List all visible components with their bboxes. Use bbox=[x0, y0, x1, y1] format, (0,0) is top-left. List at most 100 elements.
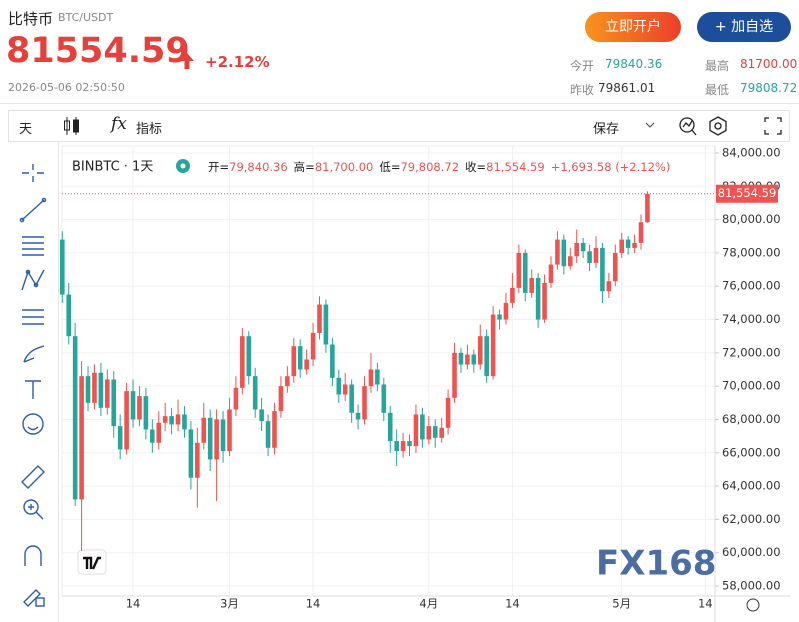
candle-body bbox=[252, 376, 258, 410]
candle-body bbox=[510, 287, 515, 303]
candle-body bbox=[310, 332, 316, 360]
ohlc-legend: 开=79,840.36 高=81,700.00 低=79,808.72 收=81,55… bbox=[208, 160, 670, 174]
candle-body bbox=[349, 384, 354, 413]
candle-body bbox=[156, 422, 162, 443]
candle-body bbox=[220, 419, 226, 452]
legend-key: 高= bbox=[294, 160, 315, 174]
watchlist-button[interactable]: + 加自选 bbox=[697, 12, 791, 42]
candle-body bbox=[240, 336, 245, 388]
candle-body bbox=[375, 369, 380, 385]
stat-label: 最低 bbox=[705, 83, 730, 97]
toolbar-icons bbox=[679, 116, 782, 136]
x-tick-label: 4月 bbox=[419, 597, 438, 611]
change: +2.12% bbox=[205, 53, 270, 71]
candle-body bbox=[458, 352, 464, 365]
legend-key: 收= bbox=[465, 160, 486, 174]
stat-label: 昨收 bbox=[570, 83, 595, 97]
candle-body bbox=[265, 421, 271, 448]
stat-value: 79808.72 bbox=[740, 81, 798, 95]
indicators-button[interactable]: 指标 bbox=[136, 122, 163, 137]
candle-body bbox=[79, 376, 84, 500]
candle-body bbox=[323, 304, 329, 345]
legend-key: 低= bbox=[379, 160, 400, 174]
open-account-button[interactable]: 立即开户 bbox=[585, 12, 681, 42]
legend-value: 81,554.59 bbox=[486, 160, 545, 174]
y-tick-label: 64,000.00 bbox=[722, 479, 781, 493]
candle-body bbox=[638, 222, 644, 243]
tv-logo-mark bbox=[83, 556, 101, 570]
candle-body bbox=[259, 409, 264, 422]
candle-body bbox=[465, 354, 470, 365]
time: 2026-05-06 02:50:50 bbox=[8, 81, 125, 94]
up-arrow bbox=[180, 53, 194, 69]
candle-body bbox=[432, 426, 438, 438]
y-tick-label: 66,000.00 bbox=[722, 445, 781, 459]
candles bbox=[60, 191, 650, 552]
fx-icon[interactable]: fx bbox=[111, 114, 127, 134]
candle-body bbox=[124, 391, 129, 450]
candle-body bbox=[606, 281, 612, 292]
candle-body bbox=[407, 441, 412, 447]
candle-body bbox=[162, 416, 168, 423]
candle-body bbox=[92, 372, 97, 403]
candle-body bbox=[317, 304, 322, 333]
candle-body bbox=[342, 384, 348, 395]
candle-body bbox=[580, 242, 586, 252]
candle-body bbox=[188, 429, 194, 478]
candle-body bbox=[117, 426, 123, 450]
candle-body bbox=[535, 277, 541, 320]
visibility-icon-pupil bbox=[180, 163, 186, 169]
legend-value: 79,840.36 bbox=[229, 160, 288, 174]
chevron[interactable] bbox=[644, 120, 656, 130]
candle-body bbox=[175, 414, 181, 425]
stat-value: 79840.36 bbox=[605, 57, 663, 71]
interval-button[interactable]: 天 bbox=[19, 122, 33, 137]
candle-body bbox=[490, 314, 496, 377]
panel-divider bbox=[58, 142, 59, 622]
candle-body bbox=[368, 369, 374, 387]
candle-body bbox=[426, 426, 432, 440]
pair: BTC/USDT bbox=[58, 11, 114, 24]
candle-body bbox=[625, 239, 631, 248]
candle-body bbox=[503, 302, 509, 320]
y-tick-label: 60,000.00 bbox=[722, 545, 781, 559]
candle-body bbox=[522, 252, 528, 293]
y-tick-label: 84,000.00 bbox=[722, 146, 781, 160]
candle-body bbox=[111, 379, 117, 427]
candle-body bbox=[612, 252, 618, 282]
candle-body bbox=[362, 386, 367, 420]
candle-body bbox=[497, 314, 502, 320]
grid bbox=[62, 146, 715, 596]
y-tick-label: 74,000.00 bbox=[722, 312, 781, 326]
last-price-label: 81,554.59 bbox=[718, 186, 777, 200]
x-tick-label: 14 bbox=[698, 597, 713, 611]
y-tick-label: 58,000.00 bbox=[722, 579, 781, 593]
stat-value: 79861.01 bbox=[598, 81, 656, 95]
candle-body bbox=[394, 441, 399, 452]
candle-body bbox=[330, 344, 335, 378]
candle-body bbox=[72, 336, 78, 500]
settings-icon[interactable] bbox=[746, 598, 760, 612]
stat-label: 最高 bbox=[705, 59, 730, 73]
candle-body bbox=[246, 336, 252, 377]
candle-body bbox=[85, 376, 91, 403]
candle-icon[interactable] bbox=[62, 115, 82, 137]
x-tick-label: 3月 bbox=[220, 597, 239, 611]
candle-body bbox=[452, 352, 457, 398]
candle-body bbox=[336, 377, 342, 395]
legend-key: 开= bbox=[208, 160, 229, 174]
candle-body bbox=[227, 409, 232, 452]
legend-value: 79,808.72 bbox=[400, 160, 459, 174]
candle-body bbox=[60, 239, 65, 295]
candle-body bbox=[477, 336, 483, 365]
x-tick-label: 14 bbox=[306, 597, 321, 611]
watermark: FX168 bbox=[596, 544, 716, 584]
divider bbox=[0, 103, 799, 104]
save-button[interactable]: 保存 bbox=[593, 122, 620, 137]
candle-body bbox=[548, 264, 554, 283]
candle-body bbox=[600, 247, 605, 292]
price: 81554.59 bbox=[6, 31, 190, 71]
x-tick-label: 14 bbox=[126, 597, 141, 611]
